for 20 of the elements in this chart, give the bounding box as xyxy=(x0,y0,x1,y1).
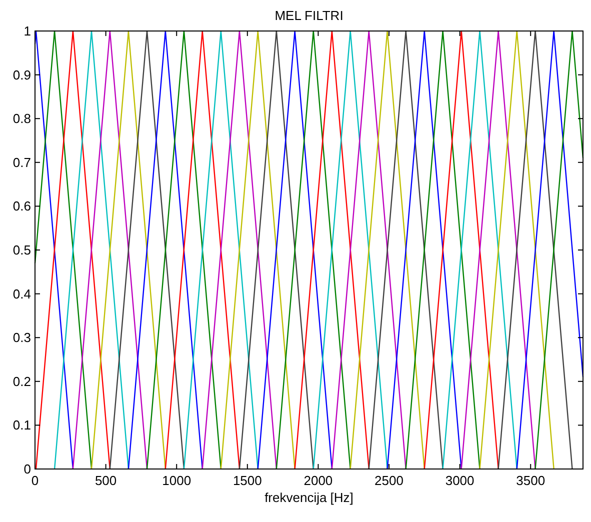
x-tick-label: 1500 xyxy=(232,473,262,488)
chart-title: MEL FILTRI xyxy=(274,8,344,23)
x-tick-label: 3500 xyxy=(516,473,546,488)
x-tick-label: 2500 xyxy=(374,473,404,488)
y-tick-label: 0.7 xyxy=(12,154,31,170)
y-tick-label: 0.9 xyxy=(12,67,31,82)
y-tick-label: 0.2 xyxy=(12,374,31,389)
y-tick-label: 0.1 xyxy=(12,418,31,433)
y-tick-label: 0.8 xyxy=(12,111,31,126)
x-tick-label: 3000 xyxy=(445,473,474,488)
y-tick-label: 0.3 xyxy=(12,330,31,346)
x-tick-label: 500 xyxy=(94,473,117,488)
y-tick-label: 0 xyxy=(24,462,31,476)
x-tick-label: 1000 xyxy=(162,473,192,488)
x-tick-label: 2000 xyxy=(304,473,333,488)
y-tick-label: 0.6 xyxy=(12,198,31,214)
y-tick-label: 0.5 xyxy=(12,242,31,258)
y-tick-label: 1 xyxy=(24,24,31,38)
x-axis-title: frekvencija [Hz] xyxy=(264,490,354,505)
y-tick-label: 0.4 xyxy=(12,286,31,302)
